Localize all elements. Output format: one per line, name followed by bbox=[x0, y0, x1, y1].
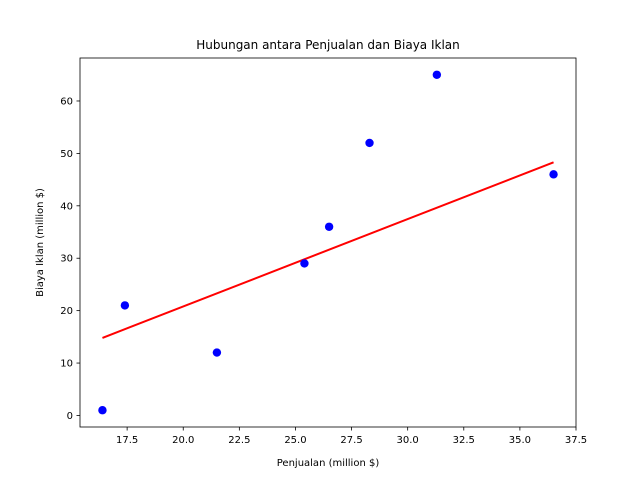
x-tick-label: 37.5 bbox=[565, 435, 587, 446]
data-point bbox=[300, 259, 309, 268]
x-axis-label: Penjualan (million $) bbox=[277, 458, 380, 469]
x-tick-label: 17.5 bbox=[116, 435, 138, 446]
chart-title: Hubungan antara Penjualan dan Biaya Ikla… bbox=[196, 38, 460, 52]
data-point bbox=[212, 348, 222, 357]
x-tick-label: 22.5 bbox=[228, 435, 250, 446]
y-tick-label: 20 bbox=[60, 306, 73, 317]
x-tick-label: 20.0 bbox=[172, 435, 194, 446]
data-point bbox=[120, 301, 130, 310]
x-tick-label: 27.5 bbox=[340, 435, 362, 446]
y-tick-label: 0 bbox=[67, 411, 73, 422]
data-point bbox=[324, 222, 334, 231]
x-tick-label: 25.0 bbox=[284, 435, 306, 446]
x-axis: 17.5 20.0 22.5 25.0 27.5 30.0 32.5 35.0 37.5 bbox=[116, 427, 587, 446]
x-tick-label: 35.0 bbox=[509, 435, 531, 446]
y-tick-label: 60 bbox=[60, 96, 73, 107]
y-tick-label: 10 bbox=[60, 359, 73, 370]
series-layer bbox=[98, 70, 558, 415]
data-point bbox=[365, 138, 374, 148]
y-tick-label: 30 bbox=[60, 254, 73, 265]
y-tick-label: 50 bbox=[60, 149, 73, 160]
data-point bbox=[549, 170, 558, 179]
data-point bbox=[432, 70, 442, 79]
y-tick-label: 40 bbox=[60, 201, 73, 212]
plot-area bbox=[79, 57, 577, 428]
data-point bbox=[98, 406, 107, 415]
regression-line bbox=[102, 161, 554, 339]
x-tick-label: 30.0 bbox=[397, 435, 419, 446]
y-axis: 0 10 20 30 40 50 60 bbox=[60, 96, 80, 422]
x-tick-label: 32.5 bbox=[453, 435, 475, 446]
y-axis-label: Biaya Iklan (million $) bbox=[35, 188, 46, 297]
